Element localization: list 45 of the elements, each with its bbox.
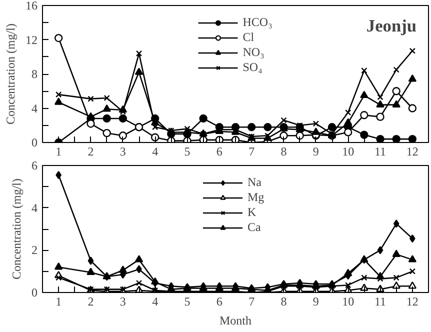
y-tick-label: 2: [32, 243, 38, 258]
x-tick-label: 12: [406, 294, 418, 308]
x-tick-label: 4: [152, 144, 158, 158]
x-axis-title: Month: [220, 314, 252, 328]
x-tick-label: 3: [120, 294, 126, 308]
x-tick-label: 7: [248, 144, 255, 158]
y-tick-label: 4: [32, 200, 38, 215]
x-tick-label: 6: [216, 144, 222, 158]
y-tick-label: 6: [32, 158, 38, 172]
x-tick-label: 12: [406, 144, 418, 158]
x-tick-label: 7: [248, 294, 255, 308]
legend-label: Cl: [242, 30, 256, 45]
legend-label: HCO₃: [242, 15, 272, 30]
x-tick-label: 10: [342, 294, 354, 308]
x-tick-label: 8: [280, 294, 287, 308]
x-tick-label: 4: [152, 294, 158, 308]
legend-label: Mg: [248, 190, 266, 205]
x-tick-label: 9: [312, 144, 319, 158]
y-tick-label: 16: [26, 0, 38, 12]
x-tick-label: 10: [342, 144, 354, 158]
x-tick-label: 2: [88, 294, 94, 308]
x-tick-label: 2: [88, 144, 94, 158]
x-tick-label: 9: [312, 294, 319, 308]
annotation: Jeonju: [366, 16, 417, 36]
legend-label: K: [248, 205, 258, 220]
y-tick-label: 4: [32, 101, 38, 116]
x-tick-label: 5: [184, 144, 190, 158]
y-tick-label: 0: [32, 286, 38, 300]
x-tick-label: 1: [56, 294, 62, 308]
x-tick-label: 5: [184, 294, 190, 308]
x-tick-label: 1: [56, 144, 62, 158]
y-axis-title: Concentration (mg/l): [10, 178, 24, 280]
x-tick-label: 11: [374, 144, 386, 158]
legend-label: SO₄: [242, 60, 263, 75]
x-tick-label: 11: [374, 294, 386, 308]
y-tick-label: 0: [32, 136, 38, 150]
x-tick-label: 8: [280, 144, 287, 158]
x-tick-label: 3: [120, 144, 126, 158]
legend-label: NO₃: [242, 45, 264, 60]
x-tick-label: 6: [216, 294, 222, 308]
y-tick-label: 12: [26, 32, 38, 47]
y-axis-title: Concentration (mg/l): [4, 24, 18, 124]
legend-label: Na: [248, 175, 262, 190]
y-tick-label: 8: [32, 67, 38, 81]
legend-label: Ca: [248, 220, 262, 235]
